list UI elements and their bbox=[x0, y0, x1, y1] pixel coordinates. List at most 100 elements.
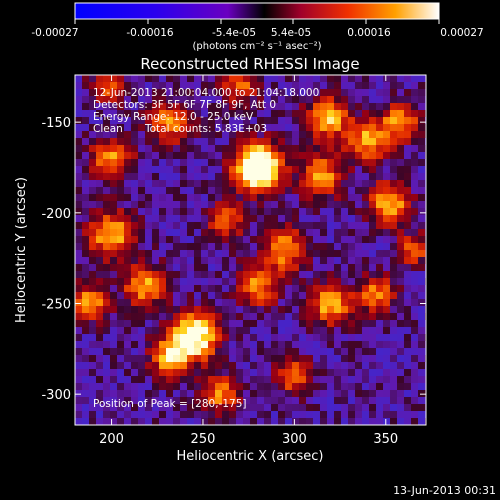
heatmap-cell bbox=[348, 278, 356, 286]
heatmap-cell bbox=[397, 145, 405, 153]
heatmap-cell bbox=[159, 131, 167, 139]
heatmap-cell bbox=[355, 138, 363, 146]
heatmap-cell bbox=[194, 285, 202, 293]
heatmap-cell bbox=[75, 236, 83, 244]
heatmap-cell bbox=[390, 208, 398, 216]
heatmap-cell bbox=[166, 166, 174, 174]
heatmap-cell bbox=[278, 264, 286, 272]
heatmap-cell bbox=[411, 75, 419, 83]
heatmap-cell bbox=[201, 180, 209, 188]
heatmap-cell bbox=[236, 327, 244, 335]
heatmap-cell bbox=[124, 173, 132, 181]
heatmap-cell bbox=[159, 404, 167, 412]
heatmap-cell bbox=[82, 411, 90, 419]
heatmap-cell bbox=[124, 313, 132, 321]
heatmap-cell bbox=[82, 299, 90, 307]
heatmap-cell bbox=[208, 75, 216, 83]
heatmap-cell bbox=[411, 96, 419, 104]
heatmap-cell bbox=[348, 362, 356, 370]
heatmap-cell bbox=[383, 180, 391, 188]
heatmap-cell bbox=[383, 89, 391, 97]
heatmap-cell bbox=[390, 152, 398, 160]
heatmap-cell bbox=[362, 278, 370, 286]
heatmap-cell bbox=[89, 334, 97, 342]
heatmap-cell bbox=[222, 89, 230, 97]
heatmap-cell bbox=[180, 124, 188, 132]
heatmap-cell bbox=[96, 390, 104, 398]
heatmap-cell bbox=[145, 404, 153, 412]
heatmap-cell bbox=[229, 355, 237, 363]
heatmap-cell bbox=[236, 411, 244, 419]
heatmap-cell bbox=[390, 404, 398, 412]
heatmap-cell bbox=[292, 362, 300, 370]
heatmap-cell bbox=[75, 82, 83, 90]
heatmap-cell bbox=[201, 404, 209, 412]
heatmap-cell bbox=[124, 278, 132, 286]
heatmap-cell bbox=[124, 404, 132, 412]
heatmap-cell bbox=[173, 299, 181, 307]
heatmap-cell bbox=[201, 124, 209, 132]
heatmap-cell bbox=[292, 299, 300, 307]
heatmap-cell bbox=[145, 215, 153, 223]
heatmap-cell bbox=[299, 89, 307, 97]
heatmap-cell bbox=[334, 334, 342, 342]
annotation-peak-position: Position of Peak = [280,-175] bbox=[93, 398, 247, 410]
heatmap-cell bbox=[117, 257, 125, 265]
heatmap-cell bbox=[397, 96, 405, 104]
heatmap-cell bbox=[411, 292, 419, 300]
heatmap-cell bbox=[152, 257, 160, 265]
heatmap-cell bbox=[250, 320, 258, 328]
heatmap-cell bbox=[117, 152, 125, 160]
heatmap-cell bbox=[257, 299, 265, 307]
heatmap-cell bbox=[131, 96, 139, 104]
heatmap-cell bbox=[411, 208, 419, 216]
colorbar-tick-label: 0.00027 bbox=[440, 27, 483, 39]
heatmap-cell bbox=[208, 215, 216, 223]
heatmap-cell bbox=[320, 376, 328, 384]
plot-frame bbox=[74, 74, 427, 426]
heatmap-cell bbox=[173, 369, 181, 377]
colorbar-units-label: (photons cm⁻² s⁻¹ asec⁻²) bbox=[192, 41, 321, 52]
heatmap-cell bbox=[285, 341, 293, 349]
heatmap-cell bbox=[355, 110, 363, 118]
heatmap-cell bbox=[208, 82, 216, 90]
heatmap-cell bbox=[271, 110, 279, 118]
heatmap-cell bbox=[341, 341, 349, 349]
heatmap-cell bbox=[355, 96, 363, 104]
heatmap-cell bbox=[320, 103, 328, 111]
heatmap-cell bbox=[229, 229, 237, 237]
heatmap-cell bbox=[110, 348, 118, 356]
heatmap-cell bbox=[208, 334, 216, 342]
heatmap-cell bbox=[131, 117, 139, 125]
heatmap-cell bbox=[131, 229, 139, 237]
heatmap-cell bbox=[257, 348, 265, 356]
heatmap-cell bbox=[215, 222, 223, 230]
heatmap-cell bbox=[166, 75, 174, 83]
heatmap-cell bbox=[103, 152, 111, 160]
heatmap-cell bbox=[299, 138, 307, 146]
heatmap-cell bbox=[369, 313, 377, 321]
heatmap-cell bbox=[236, 285, 244, 293]
heatmap-cell bbox=[341, 306, 349, 314]
heatmap-cell bbox=[152, 313, 160, 321]
heatmap-cell bbox=[103, 404, 111, 412]
heatmap-cell bbox=[376, 250, 384, 258]
heatmap-cell bbox=[103, 278, 111, 286]
heatmap-cell bbox=[355, 376, 363, 384]
heatmap-cell bbox=[201, 376, 209, 384]
heatmap-cell bbox=[411, 278, 419, 286]
heatmap-cell bbox=[243, 180, 251, 188]
heatmap-cell bbox=[250, 362, 258, 370]
heatmap-cell bbox=[418, 327, 426, 335]
heatmap-cell bbox=[138, 194, 146, 202]
heatmap-cell bbox=[208, 250, 216, 258]
heatmap-cell bbox=[215, 292, 223, 300]
heatmap-cell bbox=[383, 201, 391, 209]
heatmap-cell bbox=[110, 138, 118, 146]
heatmap-cell bbox=[215, 166, 223, 174]
heatmap-cell bbox=[208, 257, 216, 265]
heatmap-cell bbox=[222, 397, 230, 405]
heatmap-cell bbox=[173, 110, 181, 118]
heatmap-cell bbox=[383, 229, 391, 237]
